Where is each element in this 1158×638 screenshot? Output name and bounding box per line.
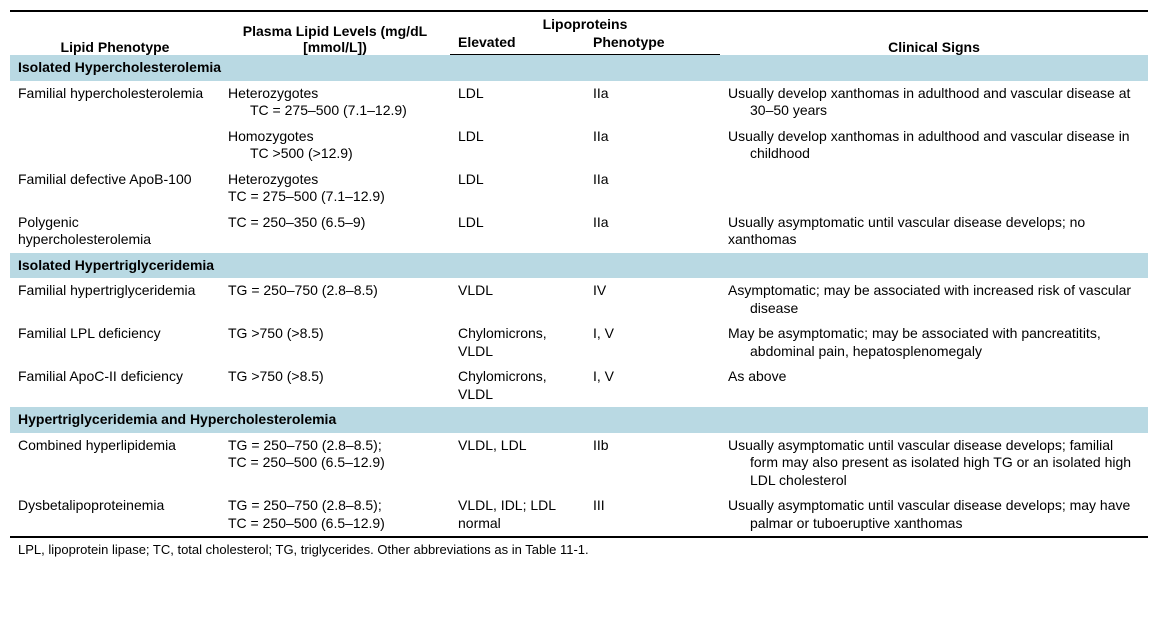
cell-lipo-phen: IIa <box>585 124 720 167</box>
table-footnote: LPL, lipoprotein lipase; TC, total chole… <box>10 538 1148 557</box>
cell-signs: Usually asymptomatic until vascular dise… <box>720 210 1148 253</box>
hyperlipoproteinemia-table: Lipid Phenotype Plasma Lipid Levels (mg/… <box>10 10 1148 538</box>
cell-plasma: TG = 250–750 (2.8–8.5); TC = 250–500 (6.… <box>220 493 450 537</box>
cell-lipo-phen: IIa <box>585 210 720 253</box>
cell-phenotype: Dysbetalipoproteinemia <box>10 493 220 537</box>
cell-plasma: Homozygotes TC >500 (>12.9) <box>220 124 450 167</box>
col-lipid-phenotype: Lipid Phenotype <box>10 11 220 55</box>
cell-elevated: LDL <box>450 81 585 124</box>
cell-phenotype: Familial hypertriglyceridemia <box>10 278 220 321</box>
section-header: Isolated Hypercholesterolemia <box>10 55 1148 81</box>
cell-lipo-phen: IIb <box>585 433 720 494</box>
table-row: Homozygotes TC >500 (>12.9) LDL IIa Usua… <box>10 124 1148 167</box>
cell-elevated: LDL <box>450 210 585 253</box>
table-header: Lipid Phenotype Plasma Lipid Levels (mg/… <box>10 11 1148 55</box>
section-title: Hypertriglyceridemia and Hypercholestero… <box>10 407 1148 433</box>
cell-elevated: VLDL, LDL <box>450 433 585 494</box>
cell-signs: As above <box>720 364 1148 407</box>
cell-signs: Usually asymptomatic until vascular dise… <box>720 433 1148 494</box>
table-row: Familial LPL deficiency TG >750 (>8.5) C… <box>10 321 1148 364</box>
cell-lipo-phen: I, V <box>585 321 720 364</box>
table-row: Polygenic hypercholesterolemia TC = 250–… <box>10 210 1148 253</box>
cell-lipo-phen: IIa <box>585 167 720 210</box>
cell-lipo-phen: IV <box>585 278 720 321</box>
col-elevated: Elevated <box>450 32 585 55</box>
cell-lipo-phen: I, V <box>585 364 720 407</box>
col-lipoproteins-group: Lipoproteins <box>450 11 720 32</box>
cell-signs: May be asymptomatic; may be associated w… <box>720 321 1148 364</box>
cell-plasma: TG = 250–750 (2.8–8.5); TC = 250–500 (6.… <box>220 433 450 494</box>
cell-elevated: VLDL, IDL; LDL normal <box>450 493 585 537</box>
section-header: Isolated Hypertriglyceridemia <box>10 253 1148 279</box>
cell-phenotype: Familial defective ApoB-100 <box>10 167 220 210</box>
col-clinical-signs: Clinical Signs <box>720 11 1148 55</box>
cell-elevated: LDL <box>450 167 585 210</box>
cell-signs: Usually develop xanthomas in adulthood a… <box>720 81 1148 124</box>
cell-plasma: TG >750 (>8.5) <box>220 364 450 407</box>
col-plasma-levels: Plasma Lipid Levels (mg/dL [mmol/L]) <box>220 11 450 55</box>
cell-plasma: TG >750 (>8.5) <box>220 321 450 364</box>
cell-plasma: TC = 250–350 (6.5–9) <box>220 210 450 253</box>
cell-elevated: LDL <box>450 124 585 167</box>
cell-signs: Usually develop xanthomas in adulthood a… <box>720 124 1148 167</box>
cell-lipo-phen: III <box>585 493 720 537</box>
cell-signs: Asymptomatic; may be associated with inc… <box>720 278 1148 321</box>
cell-phenotype: Polygenic hypercholesterolemia <box>10 210 220 253</box>
cell-elevated: Chylomicrons, VLDL <box>450 364 585 407</box>
section-header: Hypertriglyceridemia and Hypercholestero… <box>10 407 1148 433</box>
cell-signs <box>720 167 1148 210</box>
cell-phenotype: Familial LPL deficiency <box>10 321 220 364</box>
cell-plasma: TG = 250–750 (2.8–8.5) <box>220 278 450 321</box>
table-row: Familial hypercholesterolemia Heterozygo… <box>10 81 1148 124</box>
cell-signs: Usually asymptomatic until vascular dise… <box>720 493 1148 537</box>
cell-phenotype: Familial ApoC-II deficiency <box>10 364 220 407</box>
cell-plasma: Heterozygotes TC = 275–500 (7.1–12.9) <box>220 167 450 210</box>
table-row: Familial hypertriglyceridemia TG = 250–7… <box>10 278 1148 321</box>
cell-elevated: Chylomicrons, VLDL <box>450 321 585 364</box>
cell-phenotype: Familial hypercholesterolemia <box>10 81 220 124</box>
cell-plasma: Heterozygotes TC = 275–500 (7.1–12.9) <box>220 81 450 124</box>
table-row: Familial ApoC-II deficiency TG >750 (>8.… <box>10 364 1148 407</box>
cell-phenotype: Combined hyperlipidemia <box>10 433 220 494</box>
table-row: Familial defective ApoB-100 Heterozygote… <box>10 167 1148 210</box>
section-title: Isolated Hypertriglyceridemia <box>10 253 1148 279</box>
section-title: Isolated Hypercholesterolemia <box>10 55 1148 81</box>
table-row: Dysbetalipoproteinemia TG = 250–750 (2.8… <box>10 493 1148 537</box>
cell-elevated: VLDL <box>450 278 585 321</box>
table-row: Combined hyperlipidemia TG = 250–750 (2.… <box>10 433 1148 494</box>
col-lipo-phenotype: Phenotype <box>585 32 720 55</box>
cell-lipo-phen: IIa <box>585 81 720 124</box>
